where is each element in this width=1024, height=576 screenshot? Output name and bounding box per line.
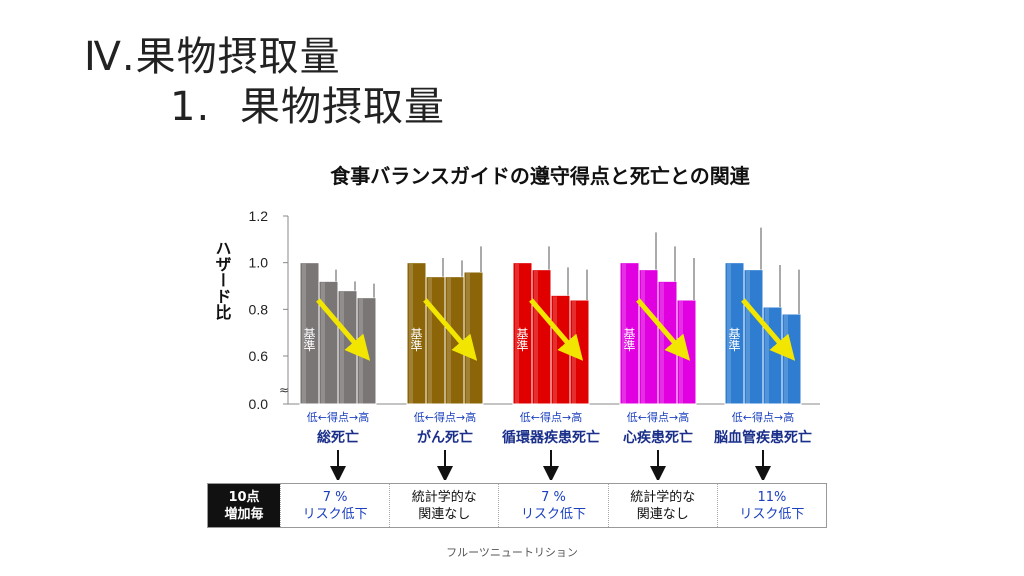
category-label: 心疾患死亡 — [623, 429, 693, 446]
slide-title: Ⅳ.果物摂取量 — [84, 34, 341, 80]
trend-arrow — [529, 298, 584, 361]
bar-highlight — [660, 282, 664, 404]
cell-line2: リスク低下 — [302, 506, 368, 522]
bar-highlight — [428, 277, 432, 404]
y-tick-label: 0.6 — [249, 348, 269, 364]
bar-highlight — [447, 277, 451, 404]
baseline-label: 基準 — [622, 327, 636, 351]
hazard-ratio-chart: 0.00.60.81.01.2≈ハザード比基準低←得点→高総死亡基準低←得点→高… — [213, 208, 820, 480]
category-label: 脳血管疾患死亡 — [714, 429, 812, 446]
bar-highlight — [746, 270, 750, 404]
cell-line1: 7 % — [322, 489, 348, 505]
baseline-label: 基準 — [409, 327, 423, 351]
cell-line2: 関連なし — [418, 506, 471, 522]
bar-highlight — [534, 270, 538, 404]
cell-line1: 11% — [757, 489, 787, 505]
trend-arrow — [636, 298, 691, 361]
trend-arrow — [316, 298, 371, 361]
table-header-line1: 10点 — [228, 489, 260, 505]
bar-highlight — [321, 282, 325, 404]
baseline-label: 基準 — [515, 327, 529, 351]
axis-break-symbol: ≈ — [279, 383, 289, 397]
x-sub-label: 低←得点→高 — [732, 410, 794, 424]
table-header-line2: 増加毎 — [224, 506, 264, 522]
bar-highlight — [784, 315, 788, 404]
bar-highlight — [302, 263, 306, 404]
slide-subtitle: 1. 果物摂取量 — [170, 84, 445, 130]
table-cell: 11% リスク低下 — [716, 484, 826, 527]
cell-line2: 関連なし — [636, 506, 689, 522]
bar-highlight — [641, 270, 645, 404]
bar-highlight — [622, 263, 626, 404]
category-label: 循環器疾患死亡 — [502, 429, 600, 446]
bar-highlight — [409, 263, 413, 404]
table-cell: 統計学的な 関連なし — [389, 484, 498, 527]
bar-highlight — [727, 263, 731, 404]
table-cell: 7 % リスク低下 — [280, 484, 389, 527]
y-tick-label: 0.8 — [249, 301, 269, 317]
y-tick-label: 1.0 — [249, 255, 269, 271]
bar-highlight — [466, 273, 470, 404]
category-label: 総死亡 — [317, 429, 359, 446]
baseline-label: 基準 — [727, 327, 741, 351]
footer-credit: フルーツニュートリション — [446, 546, 578, 559]
chart-title: 食事バランスガイドの遵守得点と死亡との関連 — [330, 164, 750, 188]
trend-arrow — [741, 298, 796, 361]
table-header: 10点 増加毎 — [208, 484, 280, 527]
subtitle-number: 1. — [170, 84, 211, 130]
cell-line2: リスク低下 — [521, 506, 587, 522]
table-cell: 統計学的な 関連なし — [607, 484, 717, 527]
baseline-label: 基準 — [302, 327, 316, 351]
category-label: がん死亡 — [417, 429, 473, 446]
y-tick-label: 1.2 — [249, 208, 269, 224]
subtitle-text: 果物摂取量 — [240, 84, 445, 130]
y-tick-label: 0.0 — [249, 396, 269, 412]
y-axis-label: ハザード比 — [213, 240, 232, 321]
bar-highlight — [340, 291, 344, 404]
x-sub-label: 低←得点→高 — [520, 410, 582, 424]
x-sub-label: 低←得点→高 — [307, 410, 369, 424]
cell-line1: 統計学的な — [630, 489, 696, 505]
cell-line1: 統計学的な — [411, 489, 477, 505]
cell-line1: 7 % — [541, 489, 566, 505]
trend-arrow — [423, 298, 478, 361]
bar-highlight — [572, 301, 576, 404]
bar-highlight — [765, 308, 769, 404]
bar-highlight — [553, 296, 557, 404]
bar-highlight — [515, 263, 519, 404]
x-sub-label: 低←得点→高 — [414, 410, 476, 424]
bar-highlight — [679, 301, 683, 404]
risk-summary-table: 10点 増加毎 7 % リスク低下 統計学的な 関連なし 7 % リスク低下 統… — [207, 483, 827, 528]
x-sub-label: 低←得点→高 — [627, 410, 689, 424]
cell-line2: リスク低下 — [739, 506, 805, 522]
table-cell: 7 % リスク低下 — [498, 484, 607, 527]
